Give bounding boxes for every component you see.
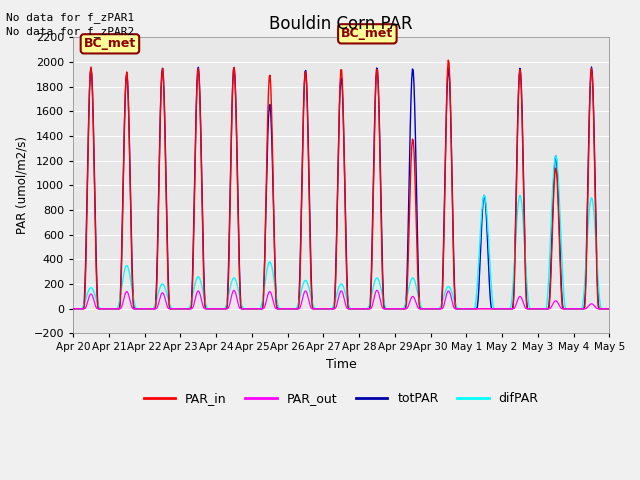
PAR_in (406, 182, 414, 188)
Y-axis label: PAR (umol/m2/s): PAR (umol/m2/s) (15, 136, 28, 234)
PAR_out (230, 288, 238, 293)
PAR_out (134, 306, 142, 312)
Text: BC_met: BC_met (341, 27, 394, 40)
Line: PAR_in: PAR_in (73, 60, 609, 309)
difPAR (69, 306, 77, 312)
PAR_in (69, 306, 77, 312)
PAR_in (605, 306, 613, 312)
PAR_out (79, 306, 86, 312)
Line: difPAR: difPAR (73, 156, 609, 309)
difPAR (79, 304, 86, 310)
totPAR (69, 306, 77, 312)
Legend: PAR_in, PAR_out, totPAR, difPAR: PAR_in, PAR_out, totPAR, difPAR (139, 387, 543, 410)
PAR_in (422, 306, 429, 312)
totPAR (189, 276, 196, 282)
PAR_out (407, 296, 415, 301)
totPAR (605, 306, 613, 312)
difPAR (422, 306, 429, 312)
Text: BC_met: BC_met (84, 37, 136, 50)
Text: No data for f_zPAR2: No data for f_zPAR2 (6, 26, 134, 37)
difPAR (605, 306, 613, 312)
totPAR (79, 306, 86, 312)
difPAR (134, 306, 142, 312)
PAR_in (217, 306, 225, 312)
PAR_in (189, 285, 196, 291)
PAR_in (79, 306, 86, 312)
PAR_out (423, 306, 431, 312)
PAR_out (69, 306, 77, 312)
difPAR (552, 153, 559, 159)
Line: PAR_out: PAR_out (73, 290, 609, 309)
PAR_out (189, 305, 196, 311)
Line: totPAR: totPAR (73, 67, 609, 309)
difPAR (217, 306, 225, 312)
PAR_out (605, 306, 613, 312)
totPAR (134, 306, 142, 312)
PAR_out (217, 306, 225, 312)
difPAR (406, 279, 414, 285)
Text: No data for f_zPAR1: No data for f_zPAR1 (6, 12, 134, 23)
X-axis label: Time: Time (326, 358, 356, 371)
totPAR (217, 306, 225, 312)
totPAR (588, 64, 595, 70)
Title: Bouldin Corn PAR: Bouldin Corn PAR (269, 15, 413, 33)
totPAR (406, 126, 414, 132)
difPAR (189, 294, 196, 300)
totPAR (422, 306, 429, 312)
PAR_in (134, 306, 142, 312)
PAR_in (444, 57, 452, 63)
